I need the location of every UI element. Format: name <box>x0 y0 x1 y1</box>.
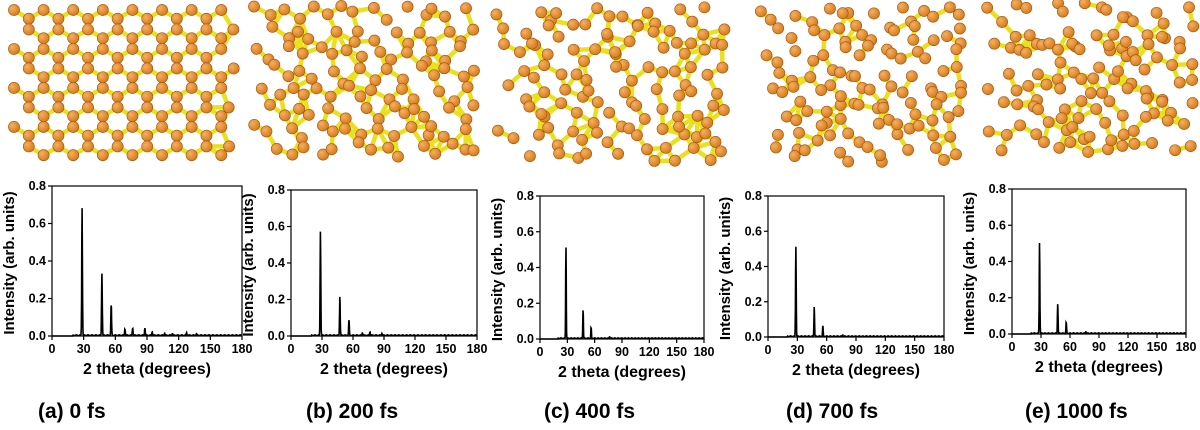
y-tick-label: 0.0 <box>268 329 285 343</box>
atomic-structure-image <box>755 2 966 168</box>
y-axis-title: Intensity (arb. units) <box>961 192 978 335</box>
x-tick-label: 0 <box>288 342 295 356</box>
y-tick-label: 0.4 <box>268 256 285 270</box>
xrd-chart: 0.0 0.2 0.4 0.6 0.8 0 30 60 90 120 150 180 Intensity… <box>240 183 487 423</box>
y-tick-label: 0.6 <box>517 225 534 239</box>
x-tick-label: 0 <box>537 345 544 359</box>
x-tick-label: 180 <box>694 345 715 359</box>
diffraction-series-line <box>540 248 704 340</box>
x-tick-label: 120 <box>639 345 660 359</box>
x-tick-label: 180 <box>232 342 253 356</box>
x-tick-label: 30 <box>1034 340 1048 354</box>
y-tick-label: 0.0 <box>745 330 762 344</box>
x-tick-label: 60 <box>108 342 122 356</box>
y-tick-label: 0.0 <box>29 329 46 343</box>
plot-frame <box>291 190 477 336</box>
y-tick-label: 0.8 <box>745 189 762 203</box>
y-tick-label: 0.4 <box>745 260 762 274</box>
x-tick-label: 0 <box>49 342 56 356</box>
y-axis-title: Intensity (arb. units) <box>489 198 506 341</box>
y-tick-label: 0.6 <box>745 224 762 238</box>
xrd-chart: 0.0 0.2 0.4 0.6 0.8 0 30 60 90 120 150 180 Intensity… <box>489 189 714 423</box>
x-axis-title: 2 theta (degrees) <box>320 361 448 378</box>
x-tick-label: 90 <box>849 343 863 357</box>
xrd-chart: 0.0 0.2 0.4 0.6 0.8 0 30 60 90 120 150 180 Intensity… <box>717 189 954 423</box>
x-tick-label: 120 <box>1118 340 1139 354</box>
plot-frame <box>540 196 704 339</box>
y-tick-label: 0.0 <box>517 332 534 346</box>
atomic-structure-image <box>8 4 239 160</box>
diffraction-series-line <box>52 208 242 336</box>
x-tick-label: 60 <box>820 343 834 357</box>
x-axis-title: 2 theta (degrees) <box>1035 359 1163 376</box>
x-tick-label: 120 <box>875 343 896 357</box>
y-tick-label: 0.2 <box>517 296 534 310</box>
panel-caption: (d) 700 fs <box>786 400 878 423</box>
x-tick-label: 180 <box>1176 340 1197 354</box>
x-tick-label: 150 <box>436 342 457 356</box>
diffraction-series-line <box>1012 243 1186 334</box>
xrd-chart: 0.0 0.2 0.4 0.6 0.8 0 30 60 90 120 150 180 Intensity… <box>961 182 1196 423</box>
y-tick-label: 0.2 <box>745 295 762 309</box>
x-tick-label: 90 <box>140 342 154 356</box>
y-tick-label: 0.0 <box>989 327 1006 341</box>
x-tick-label: 30 <box>315 342 329 356</box>
x-tick-label: 90 <box>377 342 391 356</box>
x-tick-label: 30 <box>77 342 91 356</box>
y-tick-label: 0.6 <box>268 220 285 234</box>
plot-frame <box>1012 189 1186 334</box>
y-tick-label: 0.4 <box>989 255 1006 269</box>
plot-frame <box>768 196 944 337</box>
x-axis-title: 2 theta (degrees) <box>83 361 211 378</box>
y-tick-label: 0.6 <box>989 218 1006 232</box>
panel-caption: (c) 400 fs <box>544 400 635 423</box>
x-tick-label: 0 <box>1009 340 1016 354</box>
panel-caption: (e) 1000 fs <box>1025 400 1128 423</box>
diffraction-series-line <box>291 232 477 336</box>
y-axis-title: Intensity (arb. units) <box>1 191 18 334</box>
plot-frame <box>52 186 242 336</box>
x-tick-label: 90 <box>615 345 629 359</box>
panel-caption: (b) 200 fs <box>306 400 398 423</box>
x-axis-title: 2 theta (degrees) <box>792 362 920 379</box>
y-tick-label: 0.2 <box>268 293 285 307</box>
y-axis-title: Intensity (arb. units) <box>240 193 257 336</box>
x-tick-label: 180 <box>467 342 488 356</box>
x-tick-label: 30 <box>560 345 574 359</box>
xrd-chart: 0.0 0.2 0.4 0.6 0.8 0 30 60 90 120 150 180 Intensity… <box>1 179 252 423</box>
y-tick-label: 0.8 <box>268 183 285 197</box>
x-tick-label: 150 <box>904 343 925 357</box>
x-tick-label: 60 <box>588 345 602 359</box>
y-tick-label: 0.8 <box>29 179 46 193</box>
x-axis-title: 2 theta (degrees) <box>558 364 686 381</box>
atomic-structure-image <box>982 0 1199 158</box>
y-axis-title: Intensity (arb. units) <box>717 197 734 340</box>
y-tick-label: 0.2 <box>989 291 1006 305</box>
x-tick-label: 180 <box>934 343 955 357</box>
atomic-structure-image <box>248 0 479 162</box>
x-tick-label: 60 <box>1063 340 1077 354</box>
y-tick-label: 0.6 <box>29 217 46 231</box>
y-tick-label: 0.8 <box>989 182 1006 196</box>
x-tick-label: 60 <box>346 342 360 356</box>
panel-caption: (a) 0 fs <box>38 400 106 423</box>
atomic-structure-image <box>491 2 730 167</box>
x-tick-label: 150 <box>666 345 687 359</box>
x-tick-label: 0 <box>765 343 772 357</box>
y-tick-label: 0.4 <box>29 254 46 268</box>
y-tick-label: 0.2 <box>29 292 46 306</box>
x-tick-label: 90 <box>1092 340 1106 354</box>
diffraction-series-line <box>768 247 944 337</box>
x-tick-label: 30 <box>790 343 804 357</box>
y-tick-label: 0.4 <box>517 261 534 275</box>
x-tick-label: 150 <box>1147 340 1168 354</box>
x-tick-label: 150 <box>200 342 221 356</box>
y-tick-label: 0.8 <box>517 189 534 203</box>
x-tick-label: 120 <box>168 342 189 356</box>
x-tick-label: 120 <box>405 342 426 356</box>
